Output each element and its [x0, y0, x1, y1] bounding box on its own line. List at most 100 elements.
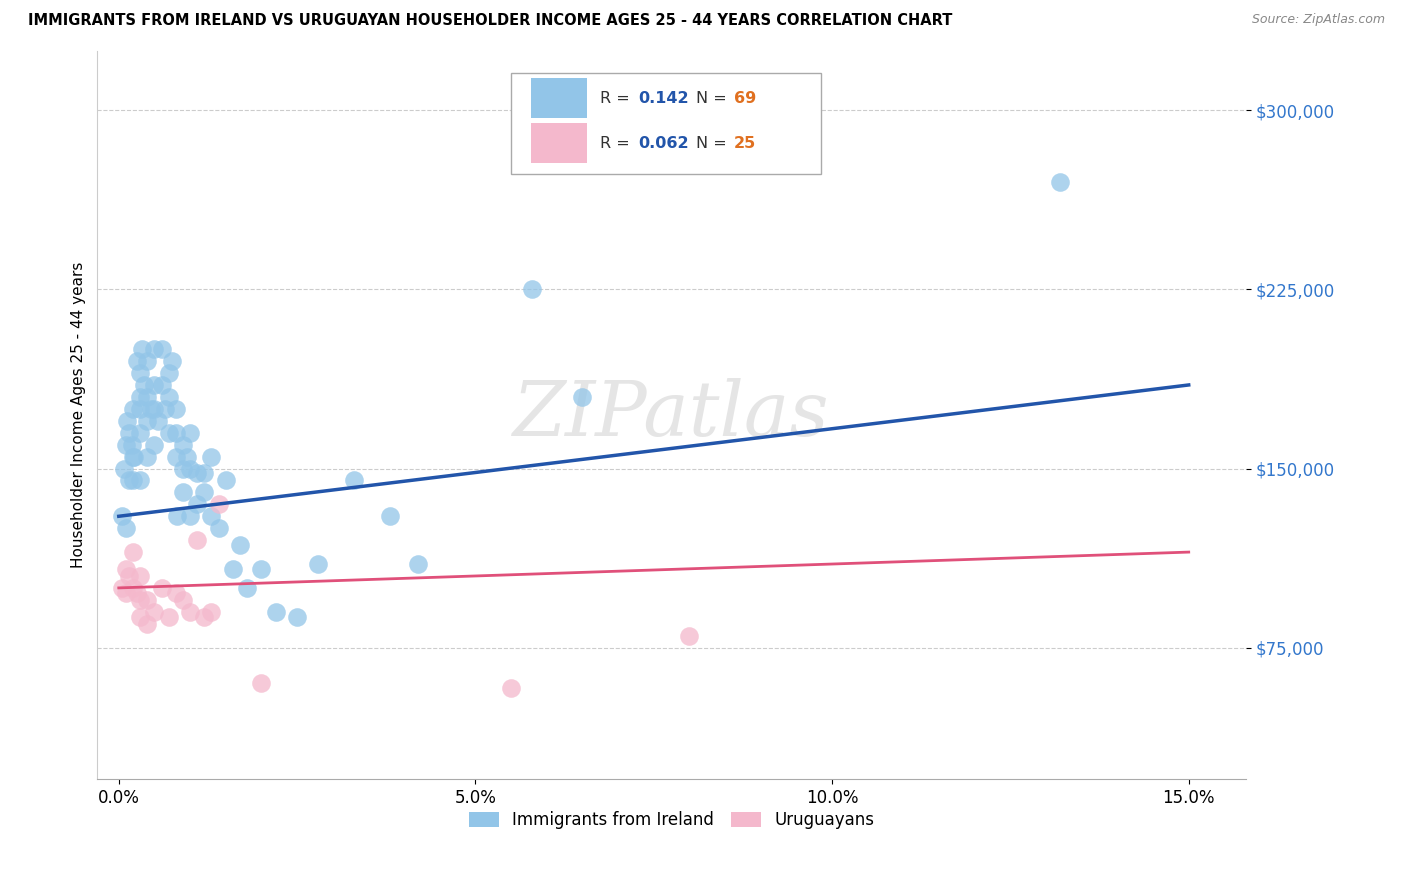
- Point: [115, 562, 138, 576]
- Point: [115, 521, 138, 535]
- Point: [499, 681, 522, 696]
- Text: 0.142: 0.142: [638, 90, 689, 105]
- Point: [186, 497, 208, 511]
- Point: [136, 390, 159, 404]
- Point: [186, 533, 208, 548]
- Point: [250, 562, 273, 576]
- Point: [136, 450, 159, 464]
- Point: [1049, 175, 1071, 189]
- Point: [124, 450, 146, 464]
- Y-axis label: Householder Income Ages 25 - 44 years: Householder Income Ages 25 - 44 years: [72, 261, 86, 568]
- Point: [172, 485, 194, 500]
- Point: [118, 425, 141, 440]
- Point: [166, 509, 188, 524]
- Point: [143, 437, 166, 451]
- Point: [229, 538, 252, 552]
- Point: [143, 605, 166, 619]
- Point: [172, 592, 194, 607]
- Point: [176, 450, 198, 464]
- Point: [165, 450, 187, 464]
- Text: N =: N =: [696, 90, 731, 105]
- Point: [343, 474, 366, 488]
- Point: [157, 366, 180, 380]
- Point: [132, 378, 155, 392]
- Point: [122, 450, 145, 464]
- Point: [207, 521, 229, 535]
- Point: [207, 497, 229, 511]
- Point: [125, 354, 148, 368]
- Point: [157, 425, 180, 440]
- Legend: Immigrants from Ireland, Uruguayans: Immigrants from Ireland, Uruguayans: [463, 805, 880, 836]
- Point: [136, 616, 159, 631]
- Point: [153, 401, 176, 416]
- Point: [143, 401, 166, 416]
- Text: N =: N =: [696, 136, 731, 151]
- Point: [129, 474, 152, 488]
- Point: [200, 509, 222, 524]
- Point: [122, 581, 145, 595]
- Point: [522, 282, 544, 296]
- Text: 0.062: 0.062: [638, 136, 689, 151]
- Point: [122, 401, 145, 416]
- Point: [136, 414, 159, 428]
- FancyBboxPatch shape: [531, 78, 586, 118]
- Point: [308, 557, 330, 571]
- Point: [179, 605, 201, 619]
- Point: [118, 569, 141, 583]
- Point: [179, 509, 201, 524]
- Point: [678, 629, 700, 643]
- Point: [146, 414, 169, 428]
- Point: [165, 401, 187, 416]
- Text: R =: R =: [600, 136, 636, 151]
- Point: [179, 425, 201, 440]
- Point: [131, 342, 153, 356]
- Point: [118, 474, 141, 488]
- Point: [172, 437, 194, 451]
- Text: R =: R =: [600, 90, 636, 105]
- Point: [115, 437, 138, 451]
- Point: [162, 354, 184, 368]
- Point: [150, 342, 173, 356]
- Point: [157, 390, 180, 404]
- Point: [111, 581, 134, 595]
- Point: [139, 401, 162, 416]
- Text: Source: ZipAtlas.com: Source: ZipAtlas.com: [1251, 13, 1385, 27]
- Text: ZIPatlas: ZIPatlas: [513, 378, 830, 452]
- Point: [143, 342, 166, 356]
- Point: [125, 585, 148, 599]
- Point: [200, 450, 222, 464]
- Point: [165, 425, 187, 440]
- Point: [129, 569, 152, 583]
- Point: [222, 562, 245, 576]
- Point: [115, 585, 138, 599]
- Point: [250, 676, 273, 690]
- Point: [200, 605, 222, 619]
- Point: [408, 557, 430, 571]
- Point: [129, 425, 152, 440]
- Point: [165, 585, 187, 599]
- Point: [143, 378, 166, 392]
- Point: [236, 581, 259, 595]
- Point: [172, 461, 194, 475]
- Text: 69: 69: [734, 90, 756, 105]
- Point: [571, 390, 593, 404]
- Point: [129, 609, 152, 624]
- Point: [264, 605, 287, 619]
- Point: [129, 401, 152, 416]
- Point: [215, 474, 238, 488]
- Point: [129, 366, 152, 380]
- Point: [186, 467, 208, 481]
- Point: [285, 609, 308, 624]
- Point: [157, 609, 180, 624]
- FancyBboxPatch shape: [531, 123, 586, 163]
- Point: [193, 467, 215, 481]
- Point: [150, 581, 173, 595]
- Point: [136, 592, 159, 607]
- Point: [129, 390, 152, 404]
- Point: [193, 609, 215, 624]
- Point: [122, 545, 145, 559]
- Point: [117, 414, 139, 428]
- Text: IMMIGRANTS FROM IRELAND VS URUGUAYAN HOUSEHOLDER INCOME AGES 25 - 44 YEARS CORRE: IMMIGRANTS FROM IRELAND VS URUGUAYAN HOU…: [28, 13, 952, 29]
- Point: [111, 509, 134, 524]
- Point: [179, 461, 201, 475]
